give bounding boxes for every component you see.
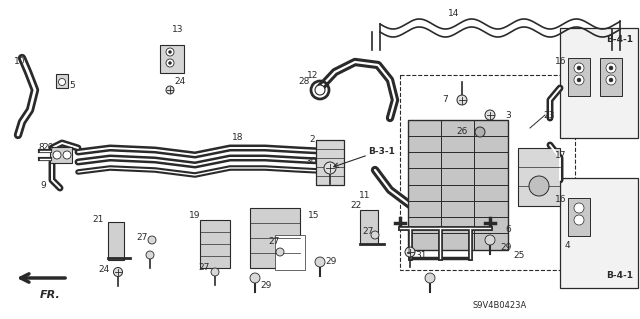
Circle shape [485,110,495,120]
Circle shape [405,247,415,257]
Text: S9V4B0423A: S9V4B0423A [473,300,527,309]
Text: 25: 25 [513,250,524,259]
Text: 4: 4 [565,241,571,249]
Text: 5: 5 [69,80,75,90]
Circle shape [113,268,122,277]
Circle shape [168,62,172,64]
Text: 10: 10 [14,57,26,66]
Circle shape [211,268,219,276]
Bar [316,140,344,185]
Circle shape [457,95,467,105]
Text: 17: 17 [555,151,566,160]
Circle shape [475,127,485,137]
Text: 1: 1 [406,248,412,256]
Bar [360,210,378,244]
Text: 29: 29 [500,243,511,253]
Circle shape [166,59,174,67]
Circle shape [609,66,613,70]
Text: 29: 29 [325,257,337,266]
Bar [600,58,622,96]
Circle shape [574,63,584,73]
Text: 24: 24 [174,78,186,86]
Bar [400,75,575,270]
Text: 24: 24 [99,265,110,275]
Text: 29: 29 [260,280,271,290]
Bar [560,28,638,138]
Text: 11: 11 [358,190,370,199]
Text: 13: 13 [172,26,184,34]
Circle shape [166,86,174,94]
Text: B-3-1: B-3-1 [368,147,395,157]
Bar [56,74,68,88]
Circle shape [58,78,65,85]
Circle shape [574,75,584,85]
Text: 27: 27 [269,238,280,247]
Text: 14: 14 [448,10,460,19]
Text: FR.: FR. [40,290,60,300]
Text: 27: 27 [198,263,210,272]
Text: 8: 8 [38,144,44,152]
Circle shape [315,257,325,267]
Text: 12: 12 [307,70,318,79]
Text: 6: 6 [505,226,511,234]
Circle shape [53,151,61,159]
Circle shape [63,151,71,159]
Text: 16: 16 [555,196,566,204]
Circle shape [485,235,495,245]
Text: B-4-1: B-4-1 [607,271,634,280]
Text: 26: 26 [456,128,468,137]
Circle shape [166,48,174,56]
Text: 19: 19 [189,211,200,219]
Text: 27: 27 [136,234,148,242]
Circle shape [276,248,284,256]
Circle shape [609,78,613,82]
Text: 22: 22 [351,201,362,210]
Text: 7: 7 [442,95,448,105]
Bar [50,147,72,163]
Bar [568,198,590,236]
Circle shape [168,50,172,54]
Circle shape [577,66,581,70]
Text: 30: 30 [305,158,317,167]
Circle shape [425,273,435,283]
Text: 16: 16 [555,57,566,66]
Circle shape [315,85,325,95]
Circle shape [146,251,154,259]
Circle shape [148,236,156,244]
Circle shape [324,162,336,174]
Circle shape [250,273,260,283]
Text: 20: 20 [43,144,54,152]
Bar [250,208,300,268]
Text: 21: 21 [93,216,104,225]
Circle shape [606,75,616,85]
Bar [160,45,184,73]
Bar [568,58,590,96]
Text: 23: 23 [543,110,554,120]
Circle shape [529,176,549,196]
Bar [200,220,230,268]
Bar [560,178,638,288]
Circle shape [371,231,379,239]
Circle shape [574,215,584,225]
Text: 31: 31 [415,250,426,259]
Bar [518,148,560,206]
Bar [408,120,508,250]
Bar [275,235,305,270]
Circle shape [574,203,584,213]
Text: 18: 18 [232,133,244,143]
Text: 9: 9 [40,181,46,189]
Text: 2: 2 [309,136,315,145]
Text: 27: 27 [363,227,374,236]
Circle shape [577,78,581,82]
Text: 28: 28 [299,78,310,86]
Text: 3: 3 [505,110,511,120]
Bar [108,222,124,260]
Circle shape [606,63,616,73]
Text: B-4-1: B-4-1 [607,35,634,44]
Text: 15: 15 [308,211,319,219]
